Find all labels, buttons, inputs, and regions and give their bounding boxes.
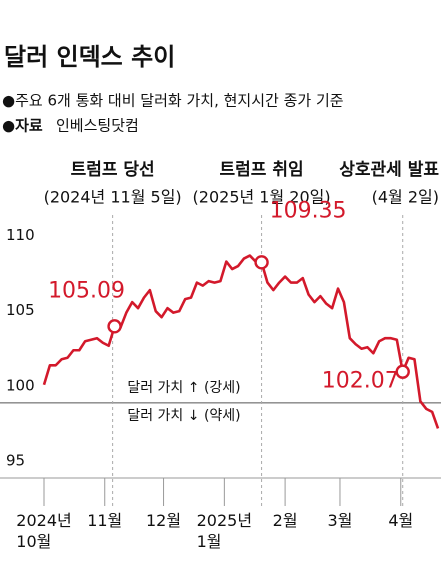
- highlight-point: [254, 255, 269, 270]
- y-tick-label: 100: [6, 376, 35, 394]
- x-tick-label: 3월: [327, 511, 353, 530]
- event-title: 트럼프 취임: [220, 159, 304, 180]
- value-label: 109.35: [270, 198, 347, 223]
- value-label: 105.09: [48, 278, 125, 303]
- x-tick-label: 2월: [272, 511, 298, 530]
- note: ●주요 6개 통화 대비 달러화 가치, 현지시간 종가 기준: [2, 92, 344, 110]
- event-date: (4월 2일): [372, 188, 439, 207]
- source: 인베스팅닷컴: [56, 117, 139, 135]
- x-tick-label: 2025년 1월: [196, 511, 253, 551]
- data-line: [42, 254, 440, 429]
- annotation: 달러 가치 ↓ (약세): [127, 408, 240, 424]
- event-title: 트럼프 당선: [71, 160, 155, 180]
- value-label: 102.07: [322, 369, 399, 394]
- highlight-point: [395, 364, 410, 379]
- chart-title: 달러 인덱스 추이: [4, 43, 175, 71]
- y-tick-label: 105: [6, 301, 35, 319]
- x-tick-label: 2024년 10월: [16, 511, 72, 551]
- event-date: (2025년 1월 20일): [193, 188, 331, 207]
- x-tick-label: 12월: [146, 511, 182, 530]
- x-tick-label: 11월: [87, 511, 123, 530]
- y-tick-label: 110: [6, 226, 35, 244]
- event-date: (2024년 11월 5일): [44, 188, 182, 207]
- source-label: ●자료: [2, 117, 43, 135]
- x-tick-label: 4월: [388, 511, 414, 530]
- highlight-point: [107, 319, 122, 334]
- annotation: 달러 가치 ↑ (강세): [127, 380, 240, 396]
- event-title: 상호관세 발표: [339, 160, 439, 180]
- y-tick-label: 95: [6, 452, 25, 470]
